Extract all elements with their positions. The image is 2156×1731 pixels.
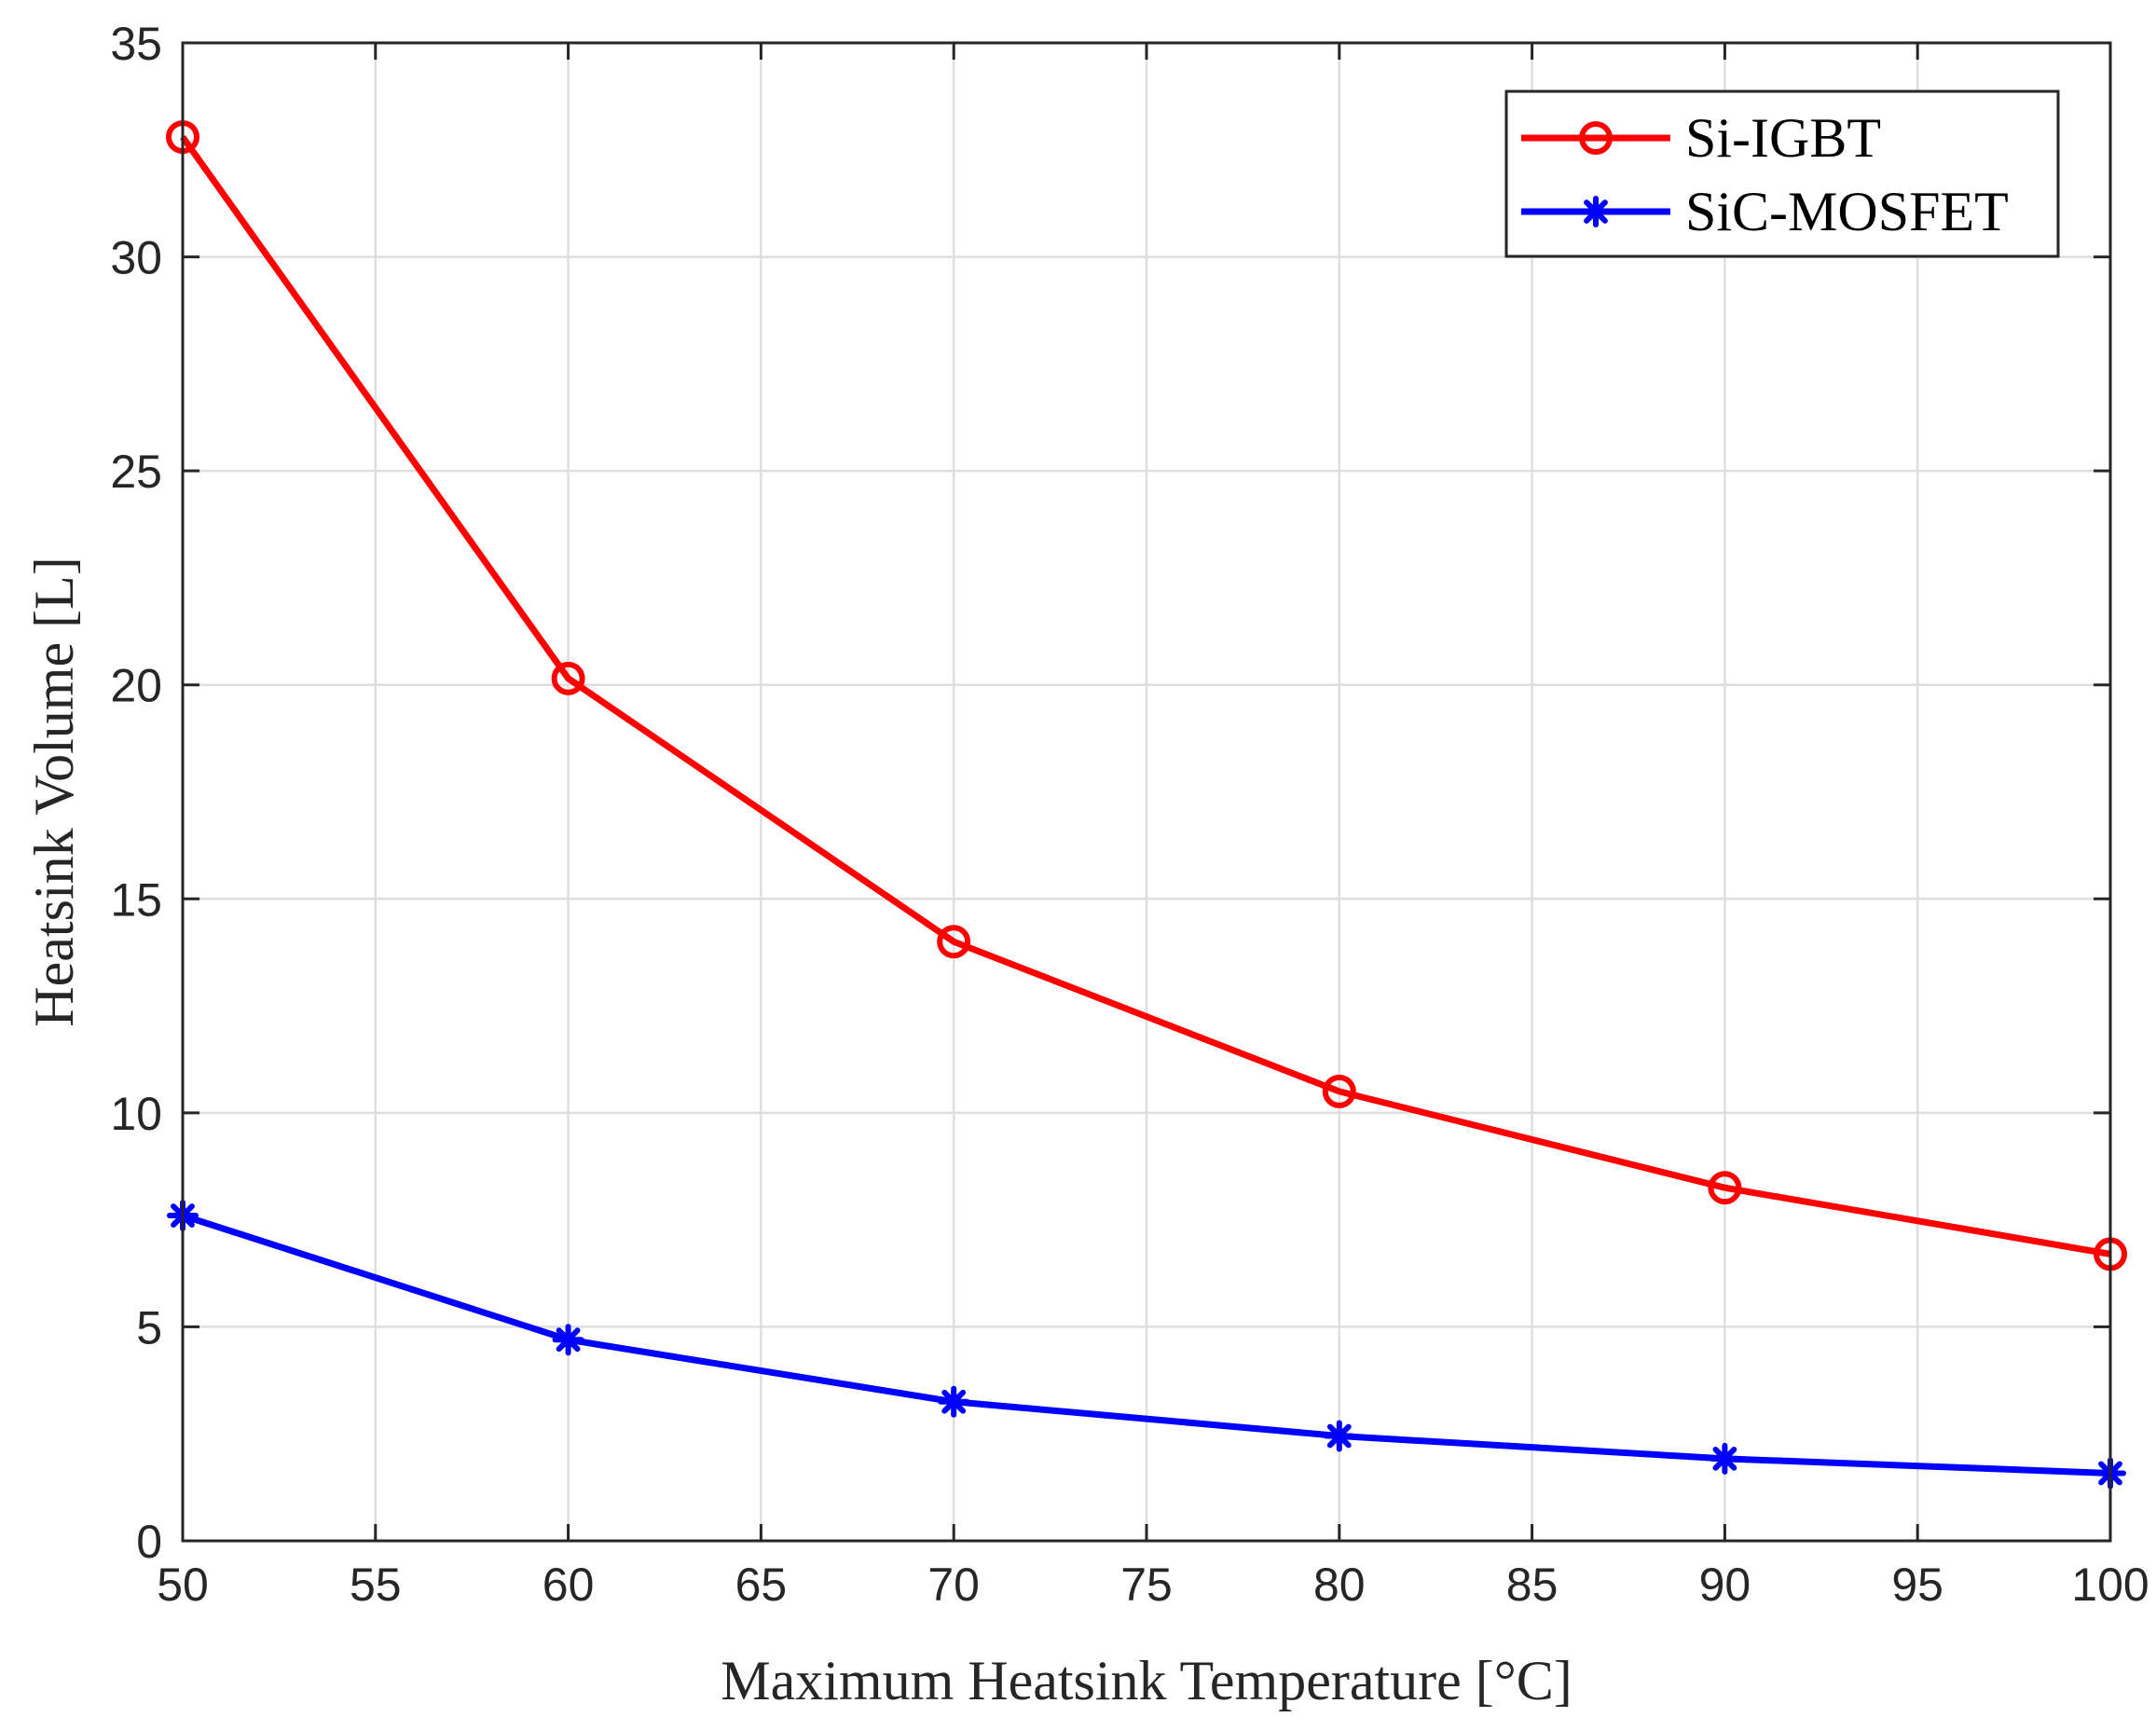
legend-label-si-igbt: Si-IGBT xyxy=(1685,107,1881,169)
data-point-sic-mosfet xyxy=(1323,1420,1355,1452)
x-tick-label: 70 xyxy=(927,1559,980,1611)
x-tick-label: 65 xyxy=(735,1559,788,1611)
legend-marker-si-igbt xyxy=(1579,121,1613,155)
x-tick-label: 95 xyxy=(1891,1559,1943,1611)
data-point-si-igbt xyxy=(551,661,585,695)
legend-label-sic-mosfet: SiC-MOSFET xyxy=(1685,181,2009,242)
data-point-sic-mosfet xyxy=(552,1324,584,1356)
legend-marker-sic-mosfet xyxy=(1580,196,1612,227)
x-tick-label: 100 xyxy=(2071,1559,2149,1611)
y-tick-label: 25 xyxy=(110,446,162,498)
x-tick-label: 85 xyxy=(1506,1559,1559,1611)
axis-ticks xyxy=(181,41,2112,1543)
legend-marker-shape xyxy=(1579,121,1613,155)
x-axis-tick-labels: 50 55 60 65 70 75 80 85 90 95 100 xyxy=(157,1559,2149,1611)
y-tick-label: 10 xyxy=(110,1088,162,1140)
marker-core xyxy=(1717,1450,1733,1466)
series-line-si-igbt xyxy=(180,134,2111,1257)
marker-core xyxy=(1331,1428,1347,1444)
y-tick-label: 20 xyxy=(110,660,162,712)
marker-core xyxy=(1588,204,1603,219)
data-point-si-igbt xyxy=(1708,1171,1742,1205)
marker-core xyxy=(560,1332,576,1348)
grid-lines xyxy=(181,41,2112,1543)
y-tick-label: 30 xyxy=(110,232,162,284)
legend-marker-shape xyxy=(1580,196,1612,227)
data-point-si-igbt xyxy=(937,925,971,959)
data-point-sic-mosfet xyxy=(1709,1442,1741,1475)
data-point-si-igbt xyxy=(1322,1074,1356,1108)
x-axis-title: Maximum Heatsink Temperature [°C] xyxy=(721,1650,1572,1711)
x-tick-label: 90 xyxy=(1699,1559,1751,1611)
y-axis-title: Heatsink Volume [L] xyxy=(23,556,85,1026)
x-tick-label: 50 xyxy=(157,1559,209,1611)
legend-box xyxy=(1504,89,2060,258)
y-tick-label: 15 xyxy=(110,873,162,926)
data-point-sic-mosfet xyxy=(938,1385,970,1418)
x-tick-label: 60 xyxy=(542,1559,595,1611)
y-axis-tick-labels: 0 5 10 15 20 25 30 35 xyxy=(110,18,162,1568)
legend: Si-IGBT SiC-MOSFET xyxy=(1504,89,2060,258)
series-line-sic-mosfet xyxy=(181,1212,2111,1477)
marker-core xyxy=(946,1394,962,1409)
y-tick-label: 35 xyxy=(110,18,162,70)
x-tick-label: 55 xyxy=(350,1559,402,1611)
x-tick-label: 75 xyxy=(1120,1559,1173,1611)
y-tick-label: 5 xyxy=(136,1301,162,1353)
y-tick-label: 0 xyxy=(136,1516,162,1568)
x-tick-label: 80 xyxy=(1313,1559,1366,1611)
